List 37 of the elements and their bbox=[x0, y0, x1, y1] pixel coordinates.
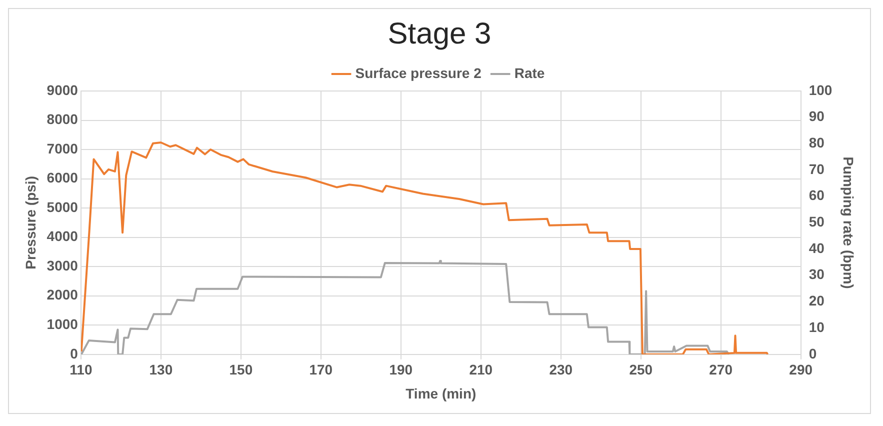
x-tick-label: 250 bbox=[629, 362, 653, 378]
y-tick-label: 0 bbox=[70, 345, 78, 362]
y2-tick-label: 20 bbox=[808, 292, 825, 309]
y-tick-label: 3000 bbox=[46, 257, 78, 274]
x-tick-label: 190 bbox=[389, 362, 413, 378]
chart-title: Stage 3 bbox=[388, 17, 492, 50]
legend-label: Rate bbox=[514, 64, 545, 81]
x-tick-label: 270 bbox=[709, 362, 733, 378]
y2-tick-label: 50 bbox=[808, 214, 825, 230]
y-tick-label: 8000 bbox=[46, 111, 78, 128]
y2-tick-label: 80 bbox=[808, 134, 825, 151]
x-tick-label: 210 bbox=[469, 362, 493, 378]
y-tick-label: 2000 bbox=[46, 286, 78, 303]
y2-tick-label: 90 bbox=[808, 108, 825, 124]
y2-axis-title: Pumping rate (bpm) bbox=[840, 156, 857, 289]
y-tick-label: 6000 bbox=[46, 170, 78, 186]
y-tick-label: 7000 bbox=[46, 140, 78, 156]
y-axis-title: Pressure (psi) bbox=[22, 176, 38, 270]
y2-tick-label: 30 bbox=[808, 266, 825, 282]
y-tick-label: 9000 bbox=[46, 82, 78, 98]
y2-tick-label: 0 bbox=[808, 345, 817, 362]
y2-tick-label: 10 bbox=[808, 318, 825, 335]
y-tick-label: 4000 bbox=[46, 228, 78, 244]
x-tick-label: 150 bbox=[229, 362, 253, 378]
x-tick-label: 170 bbox=[309, 362, 333, 378]
x-tick-label: 110 bbox=[70, 362, 92, 378]
y2-tick-label: 60 bbox=[808, 187, 825, 204]
x-tick-label: 130 bbox=[149, 362, 173, 378]
y2-tick-label: 100 bbox=[808, 82, 832, 98]
y2-tick-label: 40 bbox=[808, 240, 825, 256]
legend-label: Surface pressure 2 bbox=[355, 64, 482, 81]
x-tick-label: 230 bbox=[549, 362, 573, 378]
x-tick-label: 290 bbox=[789, 362, 813, 378]
x-axis-title: Time (min) bbox=[406, 385, 476, 402]
y2-tick-label: 70 bbox=[808, 160, 825, 177]
y-tick-label: 1000 bbox=[46, 316, 78, 332]
y-tick-label: 5000 bbox=[46, 198, 78, 215]
